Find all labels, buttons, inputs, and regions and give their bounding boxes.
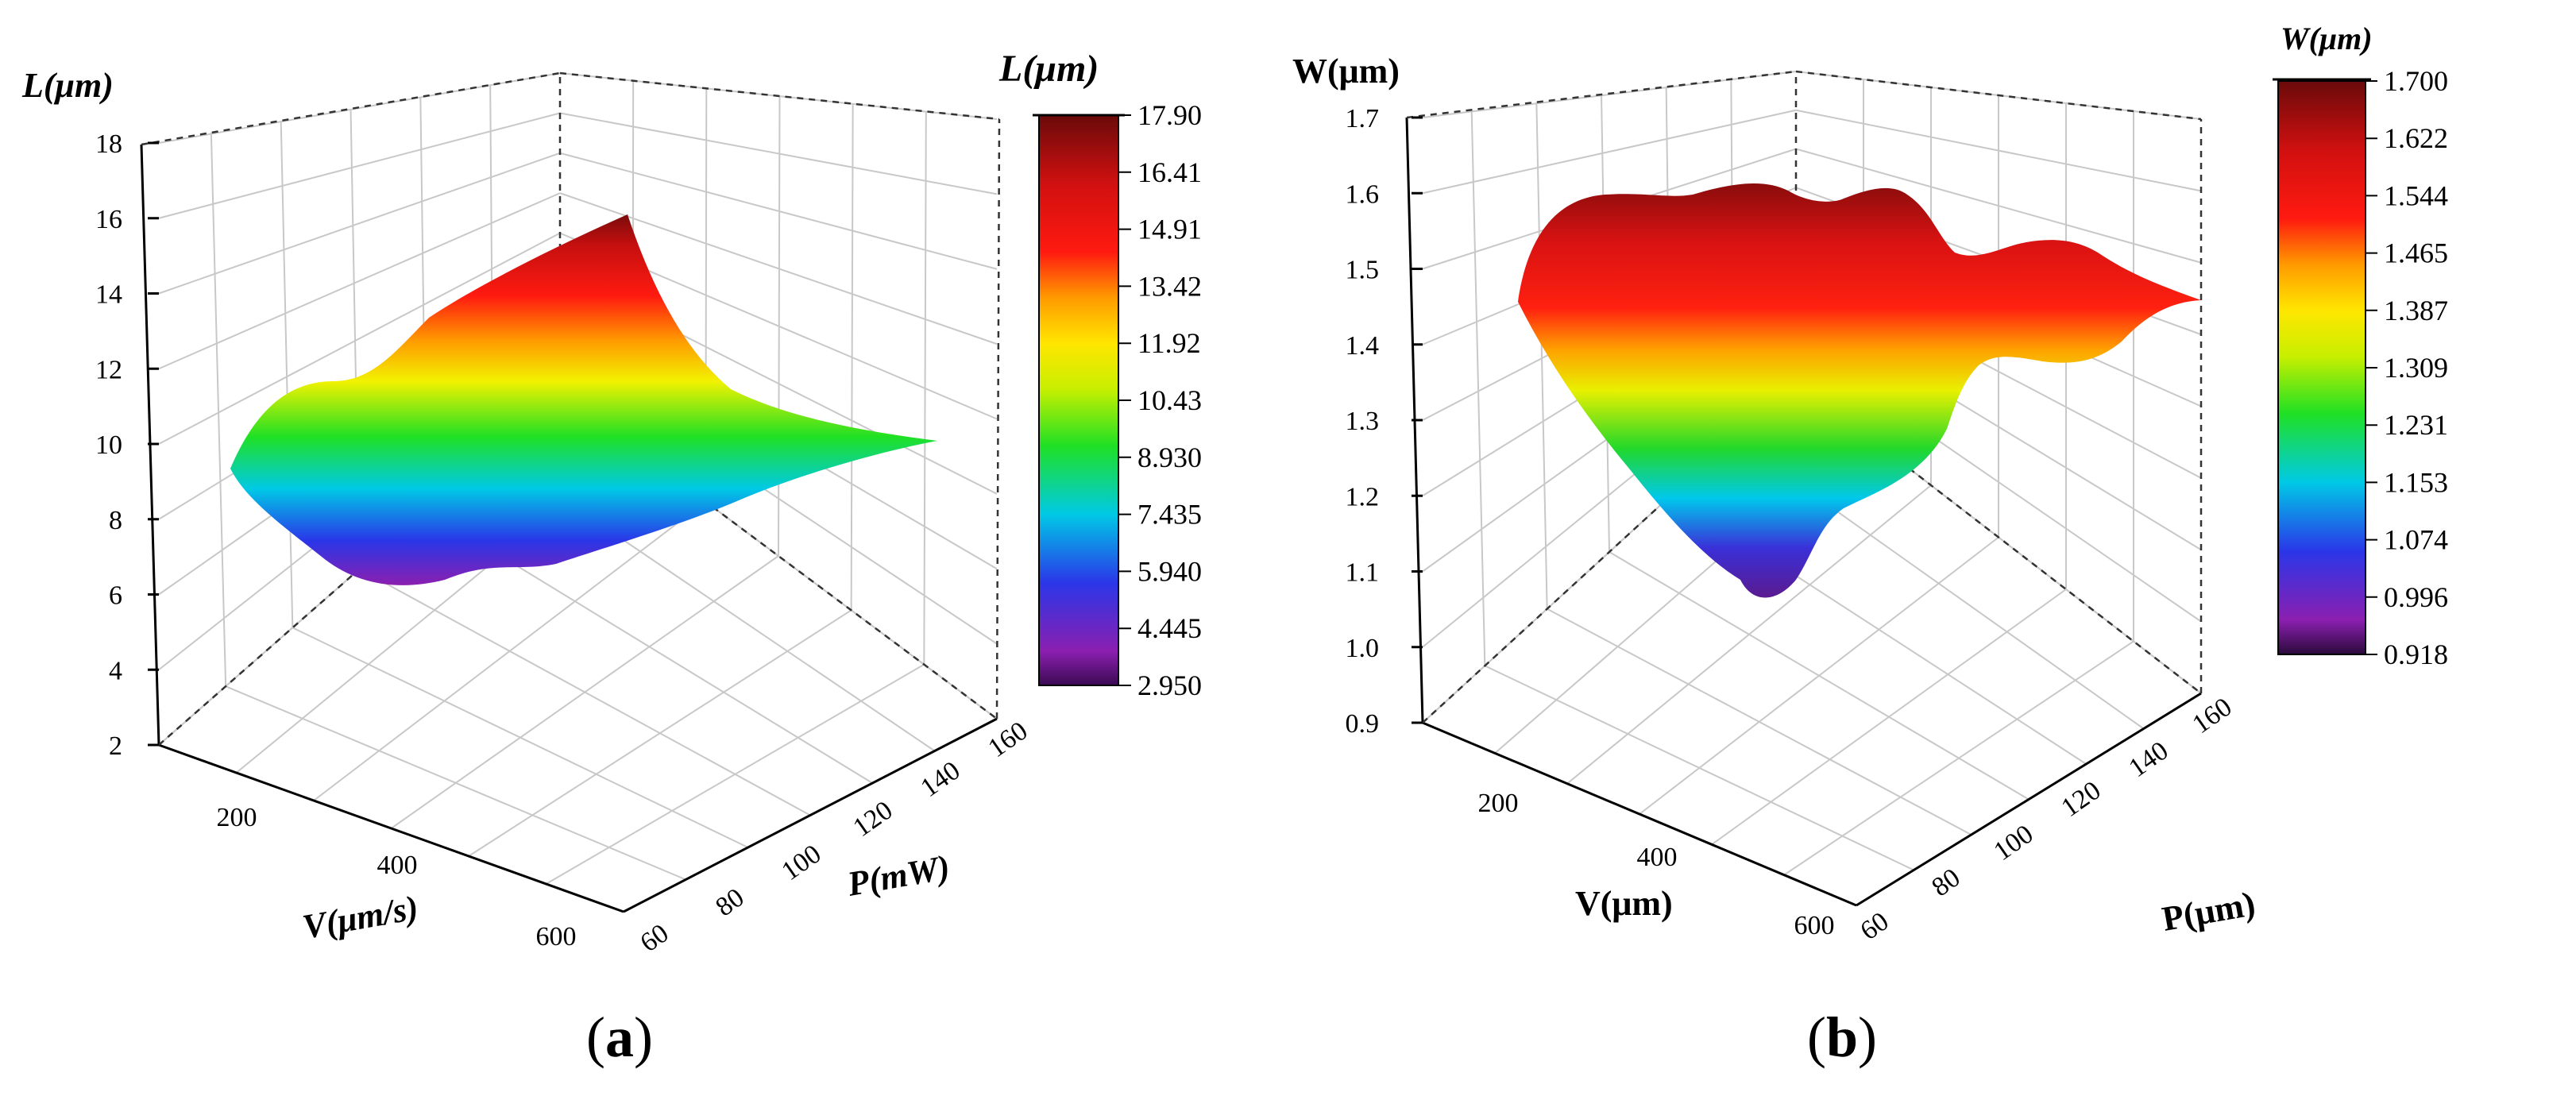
colorbar-tick-label: 1.309	[2384, 352, 2448, 384]
z-tick-label: 4	[109, 656, 122, 685]
colorbar-tick-label: 8.930	[1137, 442, 1202, 473]
x-tick-label: 200	[217, 803, 257, 832]
caption-a-close: )	[634, 1005, 653, 1069]
colorbar-a	[1033, 114, 1125, 686]
colorbar-tick-label: 7.435	[1137, 499, 1202, 531]
x-axis-title-b: V(μm)	[1575, 884, 1673, 923]
colorbar-a-bar	[1038, 114, 1119, 686]
x-tick-label: 400	[377, 851, 418, 880]
chart-b: 0.9 1.0 1.1 1.2 1.3 1.4 1.5 1.6 1.7 200 400 600 60 80…	[1292, 21, 2448, 946]
z-tick-label: 1.3	[1346, 407, 1380, 436]
caption-b-letter: b	[1825, 1005, 1859, 1069]
colorbar-tick-label: 0.996	[2384, 581, 2448, 613]
z-tick-label: 0.9	[1346, 709, 1380, 739]
caption-a-open: (	[586, 1005, 605, 1069]
y-tick-label: 140	[2123, 736, 2173, 784]
colorbar-tick-label: 2.950	[1137, 670, 1202, 701]
colorbar-tick-label: 11.92	[1137, 327, 1201, 359]
y-axis-title-b: P(μm)	[2159, 884, 2258, 939]
colorbar-b-bar	[2277, 80, 2366, 655]
y-tick-label: 100	[1988, 820, 2038, 867]
y-tick-label: 60	[635, 918, 674, 958]
surface-a	[230, 214, 937, 585]
colorbar-a-title: L(μm)	[998, 48, 1099, 90]
caption-b-close: )	[1858, 1005, 1877, 1069]
x-tick-label: 400	[1637, 843, 1678, 872]
z-tick-label: 1.1	[1346, 558, 1380, 588]
x-tick-label: 600	[536, 922, 577, 951]
z-tick-label: 1.5	[1346, 256, 1380, 285]
y-tick-label: 80	[710, 882, 749, 922]
caption-a: (a)	[500, 1005, 739, 1071]
colorbar-tick-label: 0.918	[2384, 639, 2448, 670]
colorbar-tick-label: 1.387	[2384, 295, 2448, 326]
surface-b	[1518, 183, 2201, 598]
colorbar-tick-label: 1.700	[2384, 65, 2448, 97]
z-tick-label: 1.6	[1346, 179, 1380, 209]
y-tick-label: 60	[1855, 906, 1894, 946]
colorbar-tick-label: 1.544	[2384, 179, 2448, 211]
y-tick-label: 100	[776, 839, 826, 887]
colorbar-tick-label: 1.622	[2384, 122, 2448, 154]
z-tick-label: 1.4	[1346, 331, 1380, 361]
z-tick-label: 12	[95, 355, 122, 384]
colorbar-tick-label: 1.465	[2384, 237, 2448, 269]
colorbar-tick-label: 14.91	[1137, 214, 1202, 245]
y-tick-label: 160	[2187, 693, 2237, 740]
x-tick-label: 600	[1794, 911, 1835, 940]
y-tick-label: 140	[915, 756, 965, 804]
colorbar-tick-label: 1.074	[2384, 524, 2448, 556]
y-tick-label: 120	[848, 796, 898, 843]
colorbar-tick-label: 4.445	[1137, 612, 1202, 644]
y-axis-title-a: P(mW)	[844, 847, 952, 904]
z-tick-label: 6	[109, 581, 122, 611]
x-axis-title-a: V(μm/s)	[299, 888, 421, 947]
z-tick-label: 2	[109, 731, 122, 761]
colorbar-tick-label: 10.43	[1137, 384, 1202, 416]
colorbar-tick-label: 1.231	[2384, 409, 2448, 441]
z-axis-title-a: L(μm)	[21, 66, 114, 105]
panel-a: 2 4 6 8 10 12 14 16 18 200 400 600 60 80 100 120 140 160 1…	[21, 48, 1202, 1071]
colorbar-b	[2273, 78, 2371, 655]
z-tick-label: 1.7	[1346, 104, 1380, 133]
colorbar-tick-label: 1.153	[2384, 466, 2448, 498]
z-tick-label: 14	[95, 280, 122, 310]
z-tick-label: 10	[95, 430, 122, 460]
panel-b: 0.9 1.0 1.1 1.2 1.3 1.4 1.5 1.6 1.7 200 400 600 60 80…	[1288, 0, 2575, 1096]
z-tick-label: 1.0	[1346, 634, 1380, 663]
x-tick-label: 200	[1478, 789, 1519, 818]
z-tick-label: 18	[95, 129, 122, 159]
z-tick-label: 8	[109, 506, 122, 535]
colorbar-tick-label: 5.940	[1137, 555, 1202, 587]
colorbar-b-title: W(μm)	[2281, 21, 2373, 56]
caption-b-open: (	[1806, 1005, 1826, 1069]
y-tick-label: 80	[1926, 863, 1965, 902]
z-axis-title-b: W(μm)	[1292, 52, 1400, 91]
z-tick-label: 16	[95, 205, 122, 234]
colorbar-tick-label: 17.90	[1137, 99, 1202, 131]
caption-b: (b)	[1723, 1005, 1961, 1071]
z-tick-label: 1.2	[1346, 482, 1380, 511]
y-tick-label: 120	[2056, 776, 2106, 824]
colorbar-tick-label: 13.42	[1137, 270, 1202, 302]
colorbar-tick-label: 16.41	[1137, 156, 1202, 188]
caption-a-letter: a	[605, 1005, 634, 1069]
